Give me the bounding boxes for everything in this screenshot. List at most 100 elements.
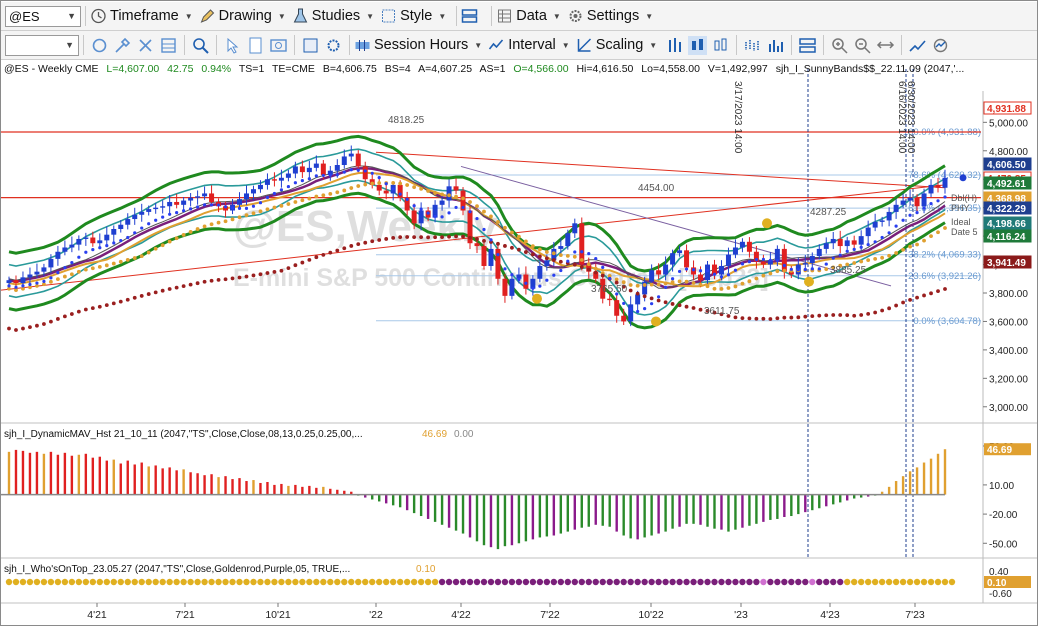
dot-blue xyxy=(887,231,891,235)
dot-darkred xyxy=(251,273,256,278)
chevron-down-icon[interactable]: ▼ xyxy=(65,39,74,50)
session-hours-button[interactable]: Session Hours ▼ xyxy=(354,37,482,53)
dot-blue xyxy=(629,307,633,311)
photo-icon[interactable] xyxy=(269,36,288,55)
dot-blue xyxy=(657,295,661,299)
dot-darkred xyxy=(419,235,424,240)
dot-orange xyxy=(845,262,850,267)
bar-chart-icon[interactable] xyxy=(665,36,684,55)
dot-orange xyxy=(691,281,696,285)
candlestick-icon[interactable] xyxy=(688,35,708,55)
panes-icon[interactable] xyxy=(798,36,817,55)
studies-button[interactable]: Studies ▼ xyxy=(292,8,374,24)
account-select[interactable]: ▼ xyxy=(5,34,79,56)
volume-icon[interactable] xyxy=(766,36,785,55)
candle-body xyxy=(299,166,305,173)
scaling-button[interactable]: Scaling ▼ xyxy=(576,37,657,53)
wot-dot xyxy=(410,578,418,586)
annotation-3885: 3885.25 xyxy=(830,265,867,276)
candle-body xyxy=(732,247,738,255)
toolbar-divider xyxy=(85,6,86,26)
dot-blue xyxy=(293,181,297,185)
dot-orange xyxy=(7,286,11,291)
dot-orange xyxy=(97,264,102,269)
price-badge-bg xyxy=(983,101,1032,115)
timeframe-button[interactable]: Timeframe ▼ xyxy=(90,8,193,24)
main-toolbar: @ES ▼ Timeframe ▼ Drawing ▼ Studies ▼ Style ▼… xyxy=(1,2,1037,31)
dot-orange xyxy=(356,184,361,188)
time-axis[interactable]: 4'21 7'21 10'21 '22 4'22 7'22 10'22 '23 4'23 7'23 xyxy=(87,603,925,621)
drawing-button[interactable]: Drawing ▼ xyxy=(199,8,286,24)
candle-body xyxy=(104,234,110,241)
dot-blue xyxy=(489,238,493,242)
dmav-badge-bg xyxy=(984,443,1031,456)
symbol-input[interactable]: @ES ▼ xyxy=(5,5,81,27)
toolbar-divider xyxy=(83,35,84,55)
format-gear-icon[interactable] xyxy=(324,36,343,55)
wot-dot xyxy=(271,578,278,586)
toolbar-divider xyxy=(736,35,738,55)
candle-body xyxy=(69,244,75,248)
y-tick-label: 3,400.00 xyxy=(989,346,1028,357)
properties-icon[interactable] xyxy=(301,36,320,55)
dot-orange xyxy=(831,265,836,270)
link-icon[interactable] xyxy=(90,36,109,55)
zoom-in-icon[interactable] xyxy=(830,36,849,55)
wot-dot xyxy=(110,578,117,586)
wot-dot xyxy=(327,578,334,586)
toolbar-divider xyxy=(349,35,350,55)
dot-orange xyxy=(740,281,745,286)
dot-orange xyxy=(635,283,640,288)
wot-dot xyxy=(844,578,851,586)
hollow-candle-icon[interactable] xyxy=(711,36,730,55)
interval-button[interactable]: Interval ▼ xyxy=(488,37,570,53)
trend-icon[interactable] xyxy=(908,36,927,55)
style-button[interactable]: Style ▼ xyxy=(380,8,446,24)
dot-darkred xyxy=(209,278,214,283)
dot-chart-icon[interactable] xyxy=(743,36,762,55)
candle-body xyxy=(83,237,89,239)
doc-icon[interactable] xyxy=(246,36,265,55)
dot-orange xyxy=(454,194,458,199)
chevron-down-icon[interactable]: ▼ xyxy=(67,10,76,21)
dot-darkred xyxy=(335,248,340,253)
dot-orange xyxy=(335,190,340,195)
scroll-icon[interactable] xyxy=(876,36,895,55)
tools-icon[interactable] xyxy=(113,36,132,55)
settings-button[interactable]: Settings ▼ xyxy=(567,8,653,24)
analytics-icon[interactable] xyxy=(931,36,950,55)
dot-darkred xyxy=(747,316,752,321)
y-tick-label: -0.60 xyxy=(989,589,1012,600)
wot-dot xyxy=(732,578,739,586)
dot-darkred xyxy=(523,250,528,254)
price-badges: 4,931.884,606.504,470.854,492.614,368.98… xyxy=(983,101,1032,269)
dot-darkred xyxy=(223,277,228,282)
magnifier-icon[interactable] xyxy=(191,36,210,55)
zoom-out-icon[interactable] xyxy=(853,36,872,55)
dot-darkred xyxy=(733,315,738,320)
dot-orange xyxy=(621,280,626,285)
dot-blue xyxy=(272,191,277,196)
dot-orange xyxy=(859,259,864,264)
candle-body xyxy=(355,153,361,167)
chart-area[interactable]: @ES,Weekly E-mini S&P 500 Continuous Con… xyxy=(1,61,1037,625)
cross-icon[interactable] xyxy=(136,36,155,55)
dot-darkred xyxy=(642,294,647,299)
dot-blue xyxy=(712,272,717,276)
data-button[interactable]: Data ▼ xyxy=(496,8,561,24)
candle-body xyxy=(383,190,389,194)
dot-darkred xyxy=(677,303,682,308)
x-tick-label: 7'23 xyxy=(905,609,925,621)
caret-icon: ▼ xyxy=(649,40,658,50)
wot-dot xyxy=(459,578,467,586)
wot-dot xyxy=(292,578,299,586)
dot-orange xyxy=(642,283,647,287)
layout-button[interactable] xyxy=(461,8,481,24)
dot-orange xyxy=(181,233,186,237)
wot-dot xyxy=(746,578,753,586)
table-icon[interactable] xyxy=(159,36,178,55)
dot-blue xyxy=(433,214,437,219)
cursor-icon[interactable] xyxy=(223,36,242,55)
pencil-icon xyxy=(200,9,214,23)
dot-orange xyxy=(782,268,787,273)
